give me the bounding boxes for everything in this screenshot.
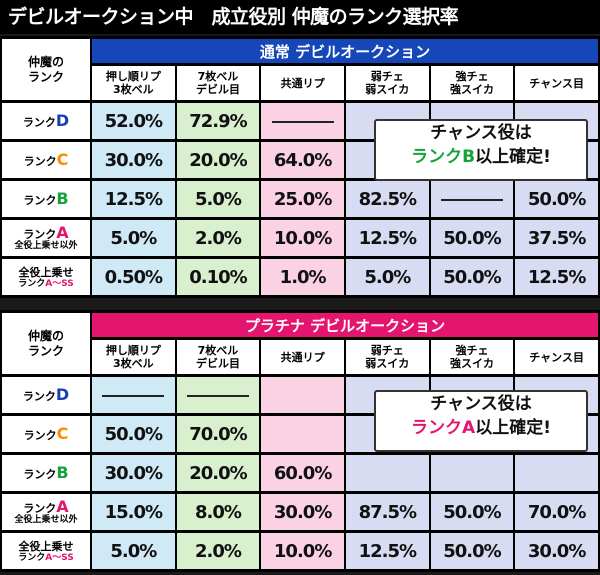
normal-auction-table: 仲魔の ランク 通常 デビルオークション 押し順リプ 3枚ベル 7枚ベル デビル目 共… [0,36,600,298]
col-header-weak-cherry: 弱チェ 弱スイカ [345,340,429,374]
table-cell: 0.50% [92,259,175,295]
table-cell: 30.0% [92,142,175,178]
row-label-all-uplift: 全役上乗せ ランクA～SS [2,259,90,295]
table-cell [176,377,260,413]
table-cell: 50.0% [430,533,514,569]
rank-rate-table-platinum: 仲魔の ランク プラチナ デビルオークション 押し順リプ 3枚ベル 7枚ベル デビル目… [0,310,600,572]
table-cell [430,181,514,217]
table-cell: 5.0% [92,533,175,569]
row-label-rank-c: ランクC [2,142,90,178]
table-cell: 10.0% [261,220,344,256]
table-cell [261,103,344,139]
col-header-chance-me: チャンス目 [515,340,598,374]
col-header-oshijun-replay: 押し順リプ 3枚ベル [92,340,175,374]
table-cell: 50.0% [515,181,598,217]
rank-rate-table-normal: 仲魔の ランク 通常 デビルオークション 押し順リプ 3枚ベル 7枚ベル デビル目 共… [0,36,600,298]
col-header-common-replay: 共通リプ [261,340,344,374]
row-label-rank-c: ランクC [2,416,90,452]
table-cell [261,416,344,452]
table-cell: 64.0% [261,142,344,178]
table-row-all-uplift: 全役上乗せ ランクA～SS 5.0% 2.0% 10.0% 12.5% 50.0% 30.0% [2,533,598,569]
note-rank: ランクA [411,418,476,438]
dash-mark [186,394,249,397]
table-cell: 5.0% [345,259,429,295]
table-cell: 8.0% [176,494,260,530]
row-label-rank-b: ランクB [2,181,90,217]
table-cell: 12.5% [515,259,598,295]
table-cell: 87.5% [345,494,429,530]
table-cell: 72.9% [176,103,260,139]
table-row-all-uplift: 全役上乗せ ランクA～SS 0.50% 0.10% 1.0% 5.0% 50.0% 12.5% [2,259,598,295]
table-cell: 2.0% [176,220,260,256]
dash-mark [440,198,503,201]
table-cell [261,377,344,413]
table-cell: 0.10% [176,259,260,295]
note-rank: ランクB [411,147,476,167]
section-banner: 通常 デビルオークション [92,39,598,63]
column-header-row: 押し順リプ 3枚ベル 7枚ベル デビル目 共通リプ 弱チェ 弱スイカ 強チェ 強スイカ … [2,340,598,374]
corner-label: 仲魔の ランク [2,313,90,374]
table-cell: 12.5% [92,181,175,217]
table-row-rank-a: ランクA 全役上乗せ以外 5.0% 2.0% 10.0% 12.5% 50.0% 37.5% [2,220,598,256]
table-cell: 70.0% [176,416,260,452]
table-cell: 15.0% [92,494,175,530]
dash-mark [102,394,165,397]
guarantee-note: チャンス役は ランクB以上確定! [374,119,588,181]
table-cell [515,455,598,491]
table-cell: 37.5% [515,220,598,256]
dash-mark [271,120,334,123]
table-cell: 50.0% [430,220,514,256]
col-header-common-replay: 共通リプ [261,66,344,100]
table-cell: 20.0% [176,455,260,491]
table-cell: 30.0% [92,455,175,491]
platinum-auction-table: 仲魔の ランク プラチナ デビルオークション 押し順リプ 3枚ベル 7枚ベル デビル目… [0,310,600,572]
row-label-rank-b: ランクB [2,455,90,491]
col-header-strong-cherry: 強チェ 強スイカ [430,66,514,100]
table-cell: 60.0% [261,455,344,491]
col-header-7bell: 7枚ベル デビル目 [176,340,260,374]
row-label-rank-d: ランクD [2,377,90,413]
column-header-row: 押し順リプ 3枚ベル 7枚ベル デビル目 共通リプ 弱チェ 弱スイカ 強チェ 強スイカ … [2,66,598,100]
table-cell: 10.0% [261,533,344,569]
table-cell [345,455,429,491]
col-header-oshijun-replay: 押し順リプ 3枚ベル [92,66,175,100]
table-cell [92,377,175,413]
table-cell: 25.0% [261,181,344,217]
table-row-rank-a: ランクA 全役上乗せ以外 15.0% 8.0% 30.0% 87.5% 50.0% 70.0% [2,494,598,530]
table-cell: 82.5% [345,181,429,217]
corner-label: 仲魔の ランク [2,39,90,100]
table-row-rank-b: ランクB 12.5% 5.0% 25.0% 82.5% 50.0% [2,181,598,217]
col-header-chance-me: チャンス目 [515,66,598,100]
row-label-rank-d: ランクD [2,103,90,139]
row-label-rank-a: ランクA 全役上乗せ以外 [2,494,90,530]
table-cell: 5.0% [176,181,260,217]
col-header-strong-cherry: 強チェ 強スイカ [430,340,514,374]
table-cell: 2.0% [176,533,260,569]
table-row-rank-b: ランクB 30.0% 20.0% 60.0% [2,455,598,491]
table-cell: 70.0% [515,494,598,530]
table-cell: 30.0% [261,494,344,530]
table-cell: 20.0% [176,142,260,178]
table-cell: 50.0% [430,494,514,530]
row-label-all-uplift: 全役上乗せ ランクA～SS [2,533,90,569]
table-cell: 50.0% [430,259,514,295]
table-cell: 12.5% [345,533,429,569]
page-title: デビルオークション中 成立役別 仲魔のランク選択率 [0,0,600,34]
table-cell: 50.0% [92,416,175,452]
row-label-rank-a: ランクA 全役上乗せ以外 [2,220,90,256]
table-cell: 5.0% [92,220,175,256]
col-header-weak-cherry: 弱チェ 弱スイカ [345,66,429,100]
table-cell: 52.0% [92,103,175,139]
table-cell: 1.0% [261,259,344,295]
guarantee-note: チャンス役は ランクA以上確定! [374,390,588,452]
table-cell: 30.0% [515,533,598,569]
section-banner: プラチナ デビルオークション [92,313,598,337]
table-cell [430,455,514,491]
col-header-7bell: 7枚ベル デビル目 [176,66,260,100]
table-cell: 12.5% [345,220,429,256]
